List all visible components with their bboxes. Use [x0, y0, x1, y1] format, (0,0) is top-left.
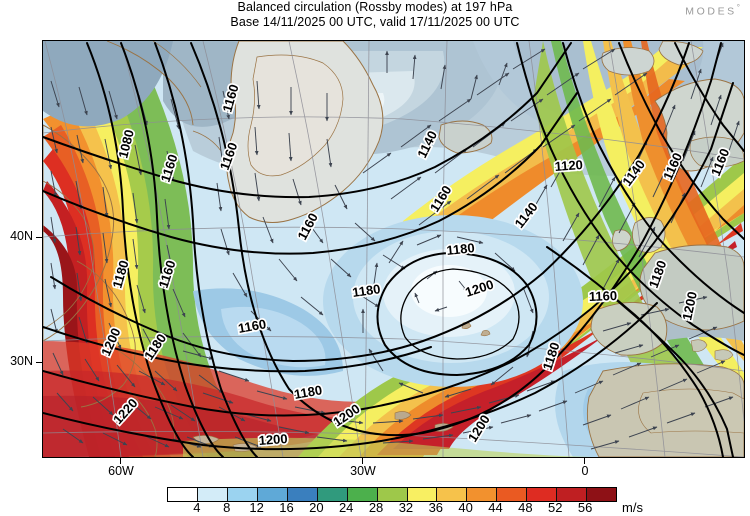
colorbar-segment	[587, 488, 617, 501]
colorbar-segment	[227, 488, 258, 501]
contour-label-1180-d: 1180	[446, 240, 476, 258]
colorbar-unit: m/s	[622, 500, 643, 515]
colorbar-segment	[347, 488, 378, 501]
colorbar-tick-label: 20	[309, 500, 324, 515]
colorbar-tick-label: 36	[428, 500, 444, 515]
colorbar-segment	[168, 488, 198, 501]
colorbar-segment	[317, 488, 348, 501]
colorbar-tick-label: 44	[488, 500, 503, 515]
map-plot-area: 1080 1160 1160 1160 1180 1160 1200 1180 …	[42, 40, 745, 458]
colorbar-tick-label: 24	[338, 500, 354, 515]
colorbar-segment	[257, 488, 288, 501]
contour-label-1120: 1120	[554, 157, 583, 174]
colorbar-tick-label: 8	[223, 500, 231, 515]
xtick-label-0: 0	[581, 464, 589, 478]
ytick-label-30n: 30N	[10, 354, 33, 368]
map-svg: 1080 1160 1160 1160 1180 1160 1200 1180 …	[43, 41, 744, 457]
figure-subtitle: Base 14/11/2025 00 UTC, valid 17/11/2025…	[230, 15, 520, 29]
colorbar-tick-label: 56	[577, 500, 593, 515]
contour-label-1200-b: 1200	[258, 431, 288, 448]
ytick-mark-40n	[36, 237, 42, 239]
ytick-label-40n: 40N	[10, 229, 33, 243]
xtick-mark-60w	[120, 458, 122, 464]
geopotential-contours	[43, 42, 744, 457]
xtick-label-30w: 30W	[350, 464, 376, 478]
colorbar-tick-label: 16	[279, 500, 294, 515]
colorbar-segment	[197, 488, 228, 501]
colorbar-segment	[557, 488, 588, 501]
modes-logo-text: MODES	[685, 5, 737, 18]
figure-title-block: Balanced circulation (Rossby modes) at 1…	[0, 0, 750, 30]
contour-label-1160-h: 1160	[589, 288, 618, 304]
colorbar	[167, 487, 617, 502]
map-content: 1080 1160 1160 1160 1180 1160 1200 1180 …	[43, 41, 744, 457]
colorbar-tick-label: 52	[548, 500, 563, 515]
colorbar-segment	[287, 488, 318, 501]
colorbar-segment	[437, 488, 468, 501]
colorbar-tick-label: 48	[518, 500, 533, 515]
colorbar-segment	[527, 488, 558, 501]
xtick-mark-0	[584, 458, 586, 464]
colorbar-tick-label: 40	[458, 500, 473, 515]
xtick-mark-30w	[362, 458, 364, 464]
modes-logo: MODES°	[685, 3, 740, 18]
contour-label-1180-c: 1180	[293, 382, 323, 402]
ytick-mark-30n	[36, 362, 42, 364]
colorbar-tick-label: 32	[398, 500, 414, 515]
colorbar-tick-label: 28	[368, 500, 384, 515]
contour-label-1180-e: 1180	[351, 281, 381, 300]
page-title: Balanced circulation (Rossby modes) at 1…	[237, 0, 513, 14]
colorbar-segment	[407, 488, 438, 501]
xtick-label-60w: 60W	[108, 464, 134, 478]
colorbar-segment	[467, 488, 498, 501]
colorbar-segment	[377, 488, 408, 501]
contour-label-1160-e: 1160	[237, 316, 267, 336]
colorbar-tick-label: 12	[249, 500, 264, 515]
colorbar-segment	[497, 488, 528, 501]
colorbar-tick-label: 4	[193, 500, 201, 515]
modes-logo-mark: °	[736, 3, 740, 12]
